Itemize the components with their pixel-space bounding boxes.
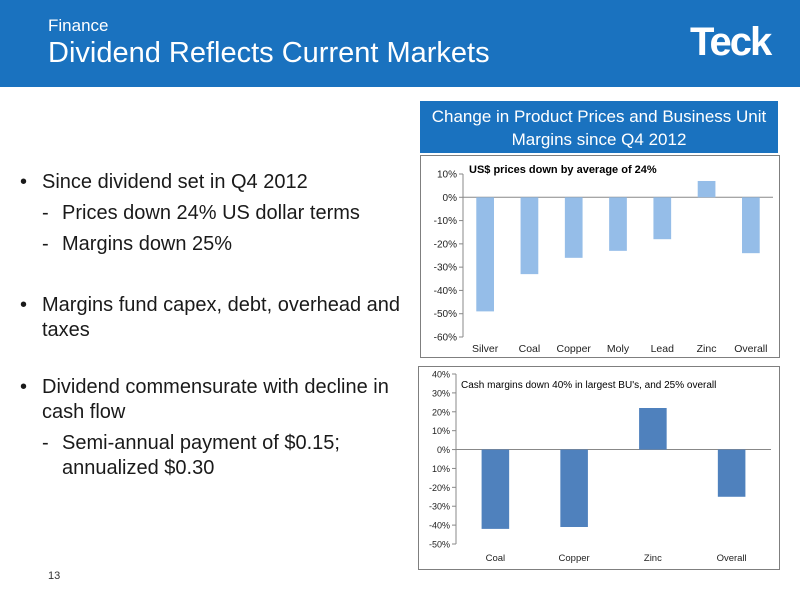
y-tick-label: 40%: [432, 370, 450, 380]
y-tick-label: 10%: [432, 464, 450, 474]
category-label: Lead: [651, 343, 675, 355]
bar-copper: [560, 449, 588, 527]
bullet-marker: •: [20, 294, 28, 316]
category-label: Zinc: [697, 343, 717, 355]
bullet-item: • Dividend commensurate with decline in …: [20, 375, 410, 425]
y-tick-label: -40%: [429, 521, 450, 531]
y-tick-label: -50%: [429, 540, 450, 550]
y-tick-label: 0%: [437, 445, 450, 455]
bar-copper: [564, 197, 583, 258]
bullet-text: Margins fund capex, debt, overhead and t…: [42, 294, 401, 341]
bar-zinc: [639, 408, 667, 450]
y-tick-label: -30%: [429, 502, 450, 512]
bar-coal: [481, 449, 510, 529]
category-label: Zinc: [644, 553, 662, 564]
sub-bullet-text: Margins down 25%: [62, 233, 233, 255]
bar-coal: [520, 197, 539, 275]
y-tick-label: 0%: [443, 193, 458, 204]
category-label: Coal: [519, 343, 541, 355]
y-tick-label: 10%: [437, 170, 457, 181]
price-change-chart-svg: 10% 0% -10% -20% -30% -40% -50% -60% Silver Coal C…: [434, 164, 773, 355]
bullet-marker: •: [20, 376, 28, 398]
y-tick-label: 20%: [432, 407, 450, 417]
bullet-item: • Since dividend set in Q4 2012: [20, 170, 410, 195]
category-label: Silver: [472, 343, 499, 355]
chart-title: Cash margins down 40% in largest BU's, a…: [461, 380, 716, 391]
bar-silver: [476, 197, 494, 312]
dash-marker: -: [42, 432, 49, 454]
teck-logo: Teck: [690, 20, 772, 64]
y-tick-label: -20%: [434, 239, 457, 250]
sub-bullet-text: Prices down 24% US dollar terms: [62, 202, 360, 224]
category-label: Copper: [556, 343, 591, 355]
y-tick-label: -50%: [434, 309, 457, 320]
sub-bullet-text: Semi-annual payment of $0.15; annualized…: [62, 432, 340, 479]
price-change-chart: 10% 0% -10% -20% -30% -40% -50% -60% Silver Coal C…: [420, 155, 780, 358]
category-label: Copper: [559, 553, 590, 564]
category-label: Overall: [734, 343, 767, 355]
y-tick-label: -10%: [434, 216, 457, 227]
bullet-text: Since dividend set in Q4 2012: [42, 171, 308, 193]
category-label: Overall: [717, 553, 747, 564]
bullet-marker: •: [20, 171, 28, 193]
chart-panel-title: Change in Product Prices and Business Un…: [420, 101, 778, 153]
y-tick-label: -60%: [434, 333, 457, 344]
section-label: Finance: [48, 16, 109, 35]
bullet-text: Dividend commensurate with decline in ca…: [42, 376, 389, 423]
page-number: 13: [48, 570, 61, 582]
sub-bullet-item: - Semi-annual payment of $0.15; annualiz…: [20, 431, 410, 481]
bar-overall: [742, 197, 760, 254]
margin-change-chart-svg: 40% 30% 20% 10% 0% 10% -20% -30% -40% -50% Coal Cop…: [429, 370, 771, 564]
dash-marker: -: [42, 202, 49, 224]
sub-bullet-item: - Prices down 24% US dollar terms: [20, 201, 410, 226]
sub-bullet-item: - Margins down 25%: [20, 232, 410, 257]
bar-overall: [717, 449, 746, 497]
bullet-list: • Since dividend set in Q4 2012 - Prices…: [20, 170, 410, 481]
bar-moly: [609, 197, 627, 251]
category-label: Moly: [607, 343, 630, 355]
category-label: Coal: [486, 553, 506, 564]
header-bar: Finance Dividend Reflects Current Market…: [0, 0, 800, 87]
chart-title: US$ prices down by average of 24%: [469, 164, 657, 176]
bullet-item: • Margins fund capex, debt, overhead and…: [20, 293, 410, 343]
y-tick-label: 10%: [432, 426, 450, 436]
y-tick-label: -20%: [429, 483, 450, 493]
y-tick-label: 30%: [432, 388, 450, 398]
margin-change-chart: 40% 30% 20% 10% 0% 10% -20% -30% -40% -50% Coal Cop…: [418, 366, 780, 570]
bar-zinc: [697, 180, 716, 198]
slide-title: Dividend Reflects Current Markets: [48, 37, 490, 69]
dash-marker: -: [42, 233, 49, 255]
y-tick-label: -30%: [434, 263, 457, 274]
bar-lead: [653, 197, 672, 240]
y-tick-label: -40%: [434, 286, 457, 297]
